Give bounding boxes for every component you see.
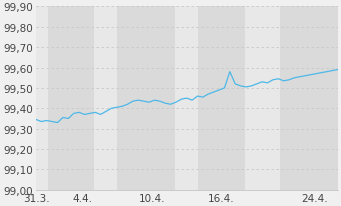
Bar: [48, 7, 94, 190]
Bar: [36, 7, 48, 190]
Bar: [245, 7, 280, 190]
Bar: [280, 7, 338, 190]
Bar: [175, 7, 198, 190]
Bar: [198, 7, 245, 190]
Bar: [117, 7, 175, 190]
Bar: [94, 7, 117, 190]
